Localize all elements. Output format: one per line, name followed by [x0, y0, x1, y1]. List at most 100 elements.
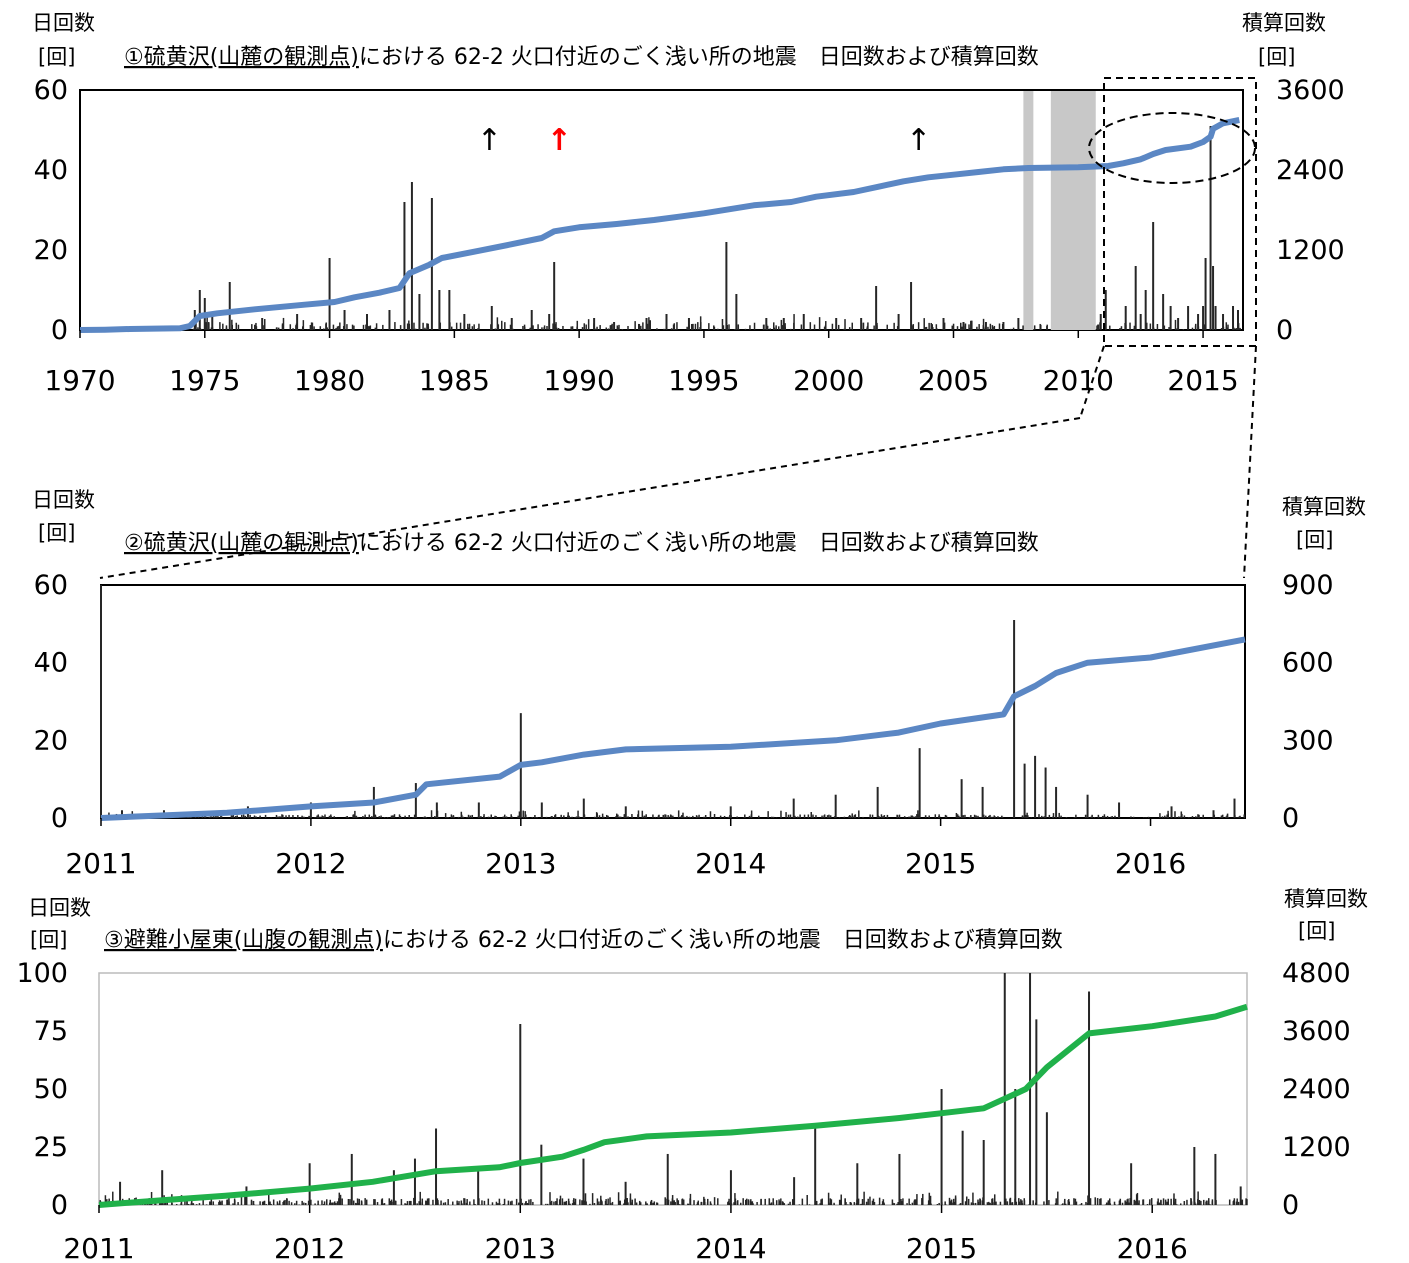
cumulative-line — [100, 636, 1246, 821]
x-tick-label: 2016 — [1117, 1232, 1188, 1263]
chart-2-daily-bars — [100, 585, 1245, 818]
x-tick-label: 2005 — [918, 364, 989, 397]
y-tick-label: 50 — [34, 1074, 68, 1105]
x-tick-label: 2015 — [906, 1232, 977, 1263]
x-tick-label: 2010 — [1043, 364, 1114, 397]
y2-tick-label: 900 — [1282, 570, 1334, 601]
event-arrow: ↑ — [547, 123, 572, 158]
y2-tick-label: 0 — [1282, 1190, 1299, 1221]
chart-3: 日回数 [回] 積算回数 [回] ③避難小屋東(山腹の観測点)における 62-2… — [16, 887, 1368, 1263]
chart-1-x-ticks: 1970 1975 1980 1985 1990 1995 2000 2005 2010 2015 — [44, 330, 1239, 397]
chart-3-plot-frame — [98, 972, 1248, 1206]
chart-3-daily-bars — [99, 973, 1248, 1205]
chart-3-title-rest: における 62-2 火口付近のごく浅い所の地震 日回数および積算回数 — [383, 928, 1063, 953]
y-tick-label: 20 — [34, 725, 68, 756]
x-tick-label: 1995 — [668, 364, 739, 397]
x-tick-label: 2015 — [1167, 364, 1238, 397]
y2-tick-label: 3600 — [1276, 75, 1345, 106]
event-arrow: ↑ — [477, 123, 502, 158]
chart-3-y2-ticks: 0 1200 2400 3600 4800 — [1282, 958, 1351, 1221]
cumulative-line — [79, 117, 1240, 333]
y2-tick-label: 1200 — [1276, 235, 1345, 266]
y-tick-label: 60 — [34, 75, 68, 106]
event-arrow: ↑ — [906, 123, 931, 158]
chart-2-title-underlined: ②硫黄沢(山麓の観測点) — [124, 531, 359, 556]
chart-3-title: ③避難小屋東(山腹の観測点)における 62-2 火口付近のごく浅い所の地震 日回… — [104, 928, 1063, 953]
chart-2-right-axis-unit: [回] — [1296, 528, 1333, 552]
chart-1-y2-ticks: 0 1200 2400 3600 — [1276, 75, 1345, 346]
x-tick-label: 2015 — [905, 847, 976, 880]
y2-tick-label: 0 — [1276, 315, 1293, 346]
shaded-period — [1023, 91, 1034, 330]
y2-tick-label: 3600 — [1282, 1016, 1351, 1047]
chart-1-plot-frame — [79, 89, 1244, 331]
y-tick-label: 40 — [34, 155, 68, 186]
chart-3-right-axis-unit: [回] — [1298, 919, 1335, 943]
y2-tick-label: 2400 — [1276, 155, 1345, 186]
chart-1-daily-bars — [192, 126, 1241, 330]
y2-tick-label: 300 — [1282, 725, 1334, 756]
x-tick-label: 1990 — [544, 364, 615, 397]
x-tick-label: 2011 — [65, 847, 136, 880]
chart-3-left-axis-label: 日回数 — [28, 896, 91, 920]
chart-2-right-axis-label: 積算回数 — [1282, 495, 1366, 519]
chart-1-cumulative-line — [79, 117, 1240, 333]
chart-1-title-underlined: ①硫黄沢(山麓の観測点) — [124, 45, 359, 70]
x-tick-label: 1975 — [169, 364, 240, 397]
chart-1-shaded-periods — [1023, 91, 1096, 330]
y-tick-label: 0 — [51, 803, 68, 834]
chart-3-title-underlined: ③避難小屋東(山腹の観測点) — [104, 928, 383, 953]
chart-1-right-axis-unit: [回] — [1258, 45, 1295, 69]
chart-1-title-rest: における 62-2 火口付近のごく浅い所の地震 日回数および積算回数 — [359, 45, 1039, 70]
chart-3-x-ticks: 2011 2012 2013 2014 2015 2016 — [63, 1205, 1188, 1263]
x-tick-label: 2014 — [695, 1232, 766, 1263]
cumulative-line — [98, 1003, 1248, 1208]
shaded-period — [1050, 91, 1096, 330]
y-tick-label: 75 — [34, 1016, 68, 1047]
x-tick-label: 1980 — [294, 364, 365, 397]
chart-1-highlight-box — [1103, 77, 1257, 347]
y-tick-label: 100 — [16, 958, 68, 989]
y-tick-label: 20 — [34, 235, 68, 266]
chart-1-arrows: ↑ ↑ ↑ — [477, 123, 931, 158]
chart-1-y-ticks: 0 20 40 60 — [34, 75, 68, 346]
chart-2-plot-frame — [100, 584, 1246, 819]
chart-1-left-axis-label: 日回数 — [32, 11, 95, 35]
y2-tick-label: 4800 — [1282, 958, 1351, 989]
chart-1-left-axis-unit: [回] — [38, 45, 75, 69]
chart-2-left-axis-label: 日回数 — [32, 488, 95, 512]
y-tick-label: 60 — [34, 570, 68, 601]
y2-tick-label: 0 — [1282, 803, 1299, 834]
x-tick-label: 2012 — [274, 1232, 345, 1263]
x-tick-label: 2000 — [793, 364, 864, 397]
chart-3-cumulative-line — [98, 1003, 1248, 1208]
y2-tick-label: 1200 — [1282, 1132, 1351, 1163]
x-tick-label: 1985 — [419, 364, 490, 397]
chart-1: 日回数 [回] 積算回数 [回] ①硫黄沢(山麓の観測点)における 62-2 火… — [32, 11, 1345, 397]
x-tick-label: 2014 — [695, 847, 766, 880]
chart-2-y-ticks: 0 20 40 60 — [34, 570, 68, 834]
x-tick-label: 2012 — [275, 847, 346, 880]
chart-2-cumulative-line — [100, 636, 1246, 821]
chart-2-y2-ticks: 0 300 600 900 — [1282, 570, 1334, 834]
chart-2: 日回数 [回] 積算回数 [回] ②硫黄沢(山麓の観測点)における 62-2 火… — [32, 488, 1366, 880]
chart-2-x-ticks: 2011 2012 2013 2014 2015 2016 — [65, 818, 1186, 880]
x-tick-label: 2013 — [485, 847, 556, 880]
x-tick-label: 1970 — [44, 364, 115, 397]
chart-3-left-axis-unit: [回] — [30, 928, 67, 952]
chart-3-right-axis-label: 積算回数 — [1284, 887, 1368, 911]
x-tick-label: 2011 — [63, 1232, 134, 1263]
chart-2-title: ②硫黄沢(山麓の観測点)における 62-2 火口付近のごく浅い所の地震 日回数お… — [124, 531, 1039, 556]
x-tick-label: 2016 — [1115, 847, 1186, 880]
chart-1-title: ①硫黄沢(山麓の観測点)における 62-2 火口付近のごく浅い所の地震 日回数お… — [124, 45, 1039, 70]
y-tick-label: 40 — [34, 648, 68, 679]
y-tick-label: 0 — [51, 1190, 68, 1221]
x-tick-label: 2013 — [485, 1232, 556, 1263]
chart-1-right-axis-label: 積算回数 — [1242, 11, 1326, 35]
chart-2-title-rest: における 62-2 火口付近のごく浅い所の地震 日回数および積算回数 — [359, 531, 1039, 556]
zoom-connector-right — [1243, 345, 1257, 579]
y-tick-label: 25 — [34, 1132, 68, 1163]
chart-2-left-axis-unit: [回] — [38, 521, 75, 545]
zoom-connector-left-b — [99, 417, 1081, 579]
